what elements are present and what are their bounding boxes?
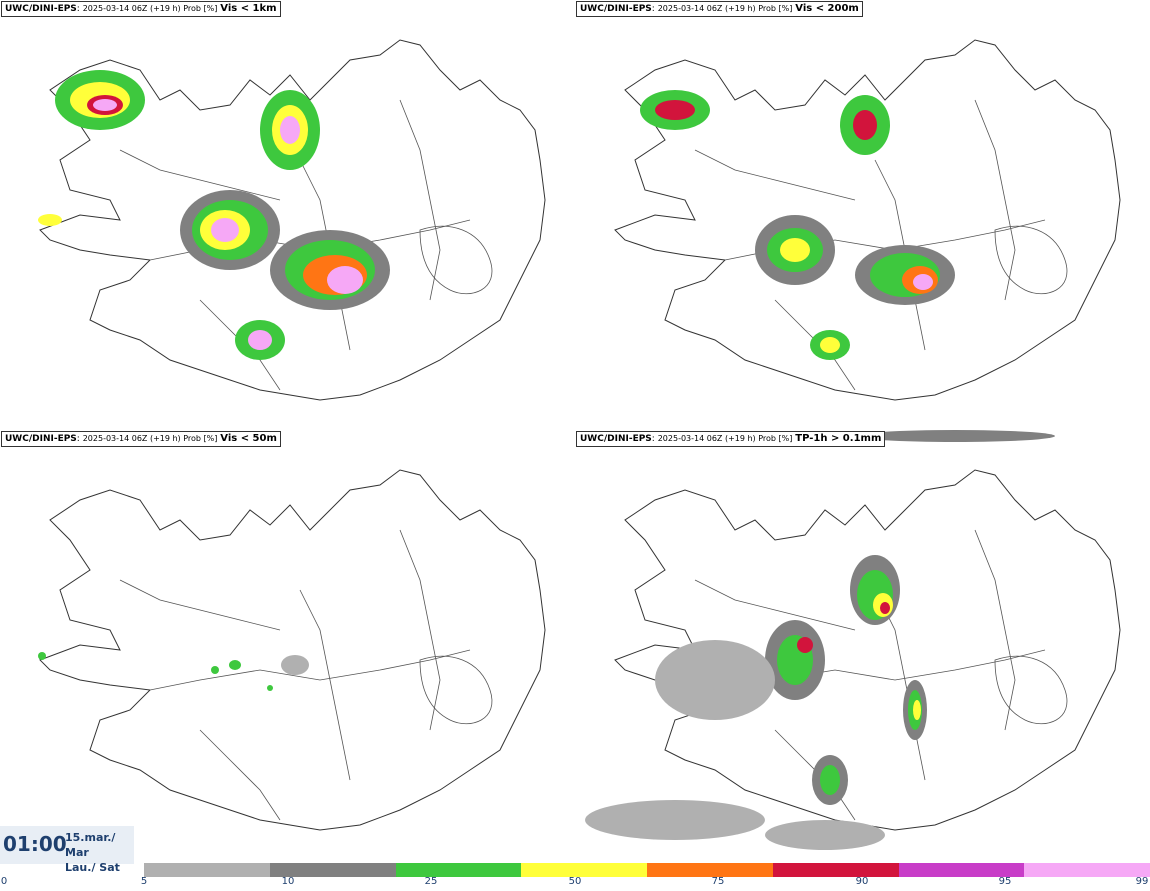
panel-title: UWC/DINI-EPS: 2025-03-14 06Z (+19 h) Pro… [576,1,863,17]
probability-blobs [640,90,955,360]
colorbar-segment [395,863,522,877]
run-info: 2025-03-14 06Z (+19 h) Prob [%] [82,434,218,443]
panel-title: UWC/DINI-EPS: 2025-03-14 06Z (+19 h) Pro… [576,431,886,447]
panel-title: UWC/DINI-EPS: 2025-03-14 06Z (+19 h) Pro… [1,1,281,17]
map-panel-vis-1km: UWC/DINI-EPS: 2025-03-14 06Z (+19 h) Pro… [0,0,575,430]
parameter-label: Vis < 200m [795,3,859,14]
map-panel-vis-50m: UWC/DINI-EPS: 2025-03-14 06Z (+19 h) Pro… [0,430,575,860]
colorbar-tick-label: 5 [140,876,148,887]
colorbar-tick-label: 99 [1135,876,1149,887]
run-info: 2025-03-14 06Z (+19 h) Prob [%] [82,4,218,13]
parameter-label: Vis < 50m [220,433,277,444]
run-info: 2025-03-14 06Z (+19 h) Prob [%] [657,4,793,13]
map-panel-vis-200m: UWC/DINI-EPS: 2025-03-14 06Z (+19 h) Pro… [575,0,1150,430]
probability-blobs [38,70,390,360]
colorbar-tick-label: 95 [998,876,1012,887]
colorbar-segment [144,863,270,877]
colorbar-tick-label: 50 [568,876,582,887]
colorbar-tick-label: 25 [424,876,438,887]
iceland-map [614,39,1121,401]
colorbar-tick-label: 75 [711,876,725,887]
probability-blobs [585,430,1055,850]
colorbar-segment [647,863,773,877]
probability-colorbar [144,863,1150,877]
colorbar-segment [898,863,1025,877]
colorbar-segment [269,863,396,877]
map-panel-tp-1h: UWC/DINI-EPS: 2025-03-14 06Z (+19 h) Pro… [575,430,1150,860]
run-info: 2025-03-14 06Z (+19 h) Prob [%] [657,434,793,443]
colorbar-ticks: 0 5 10 25 50 75 90 95 99 [0,876,1150,891]
valid-time-date: 15.mar./ Mar Lau./ Sat [65,830,134,875]
date-line-2: Lau./ Sat [65,861,120,874]
model-name: UWC/DINI-EPS [5,4,77,14]
colorbar-segment [1024,863,1150,877]
parameter-label: Vis < 1km [220,3,277,14]
probability-blobs [38,652,309,691]
colorbar-tick-label: 10 [281,876,295,887]
parameter-label: TP-1h > 0.1mm [795,433,882,444]
colorbar-segment [521,863,647,877]
colorbar-tick-label: 0 [0,876,8,887]
model-name: UWC/DINI-EPS [5,434,77,444]
panel-title: UWC/DINI-EPS: 2025-03-14 06Z (+19 h) Pro… [1,431,281,447]
model-name: UWC/DINI-EPS [580,4,652,14]
valid-time-clock: 01:00 [3,832,67,856]
iceland-map [585,430,1121,850]
date-line-1: 15.mar./ Mar [65,831,116,859]
model-name: UWC/DINI-EPS [580,434,652,444]
iceland-map [38,469,546,831]
iceland-map [38,39,546,401]
colorbar-tick-label: 90 [855,876,869,887]
colorbar-segment [772,863,899,877]
valid-time-box: 01:00 15.mar./ Mar Lau./ Sat [0,826,134,874]
